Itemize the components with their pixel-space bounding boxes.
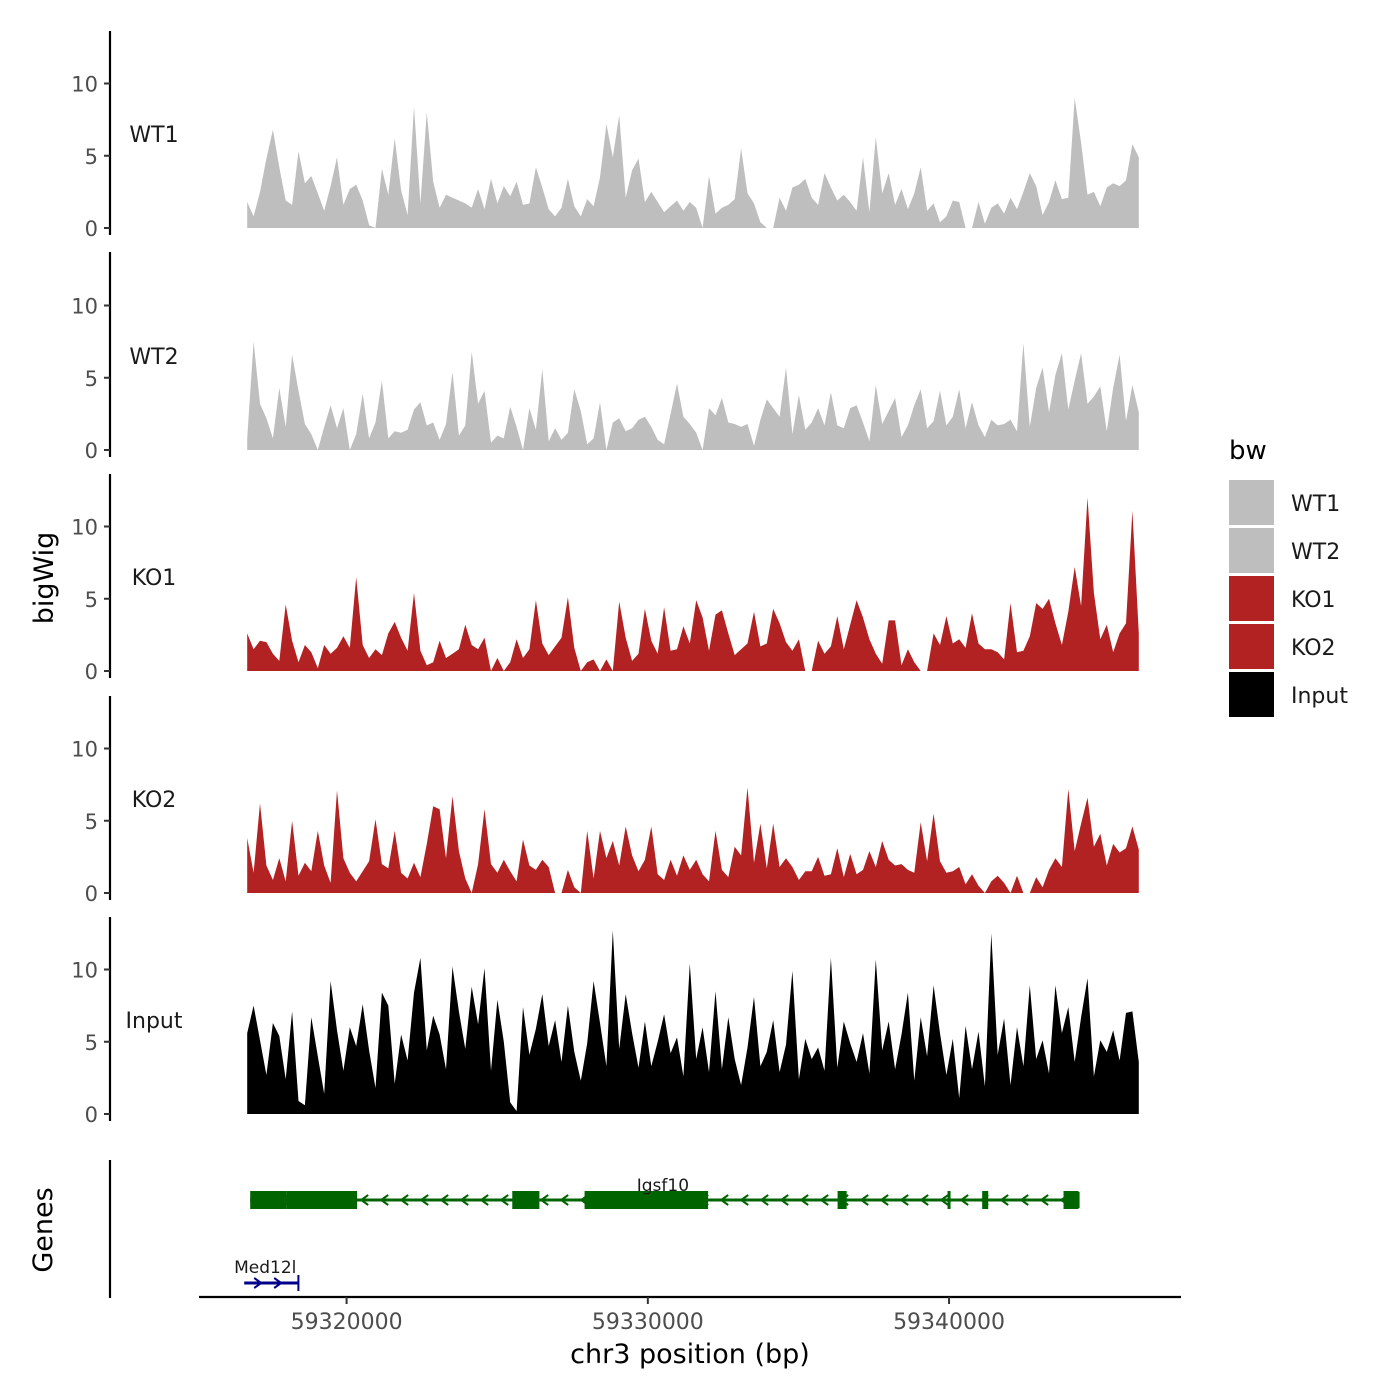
- panel-label-wt2: WT2: [129, 345, 178, 370]
- y-tick-label: 10: [71, 959, 98, 983]
- legend-swatch-ko1: [1229, 576, 1274, 621]
- y-tick-label: 0: [85, 439, 98, 463]
- signal-area-ko2: [247, 787, 1139, 893]
- strand-arrow: [559, 1194, 569, 1206]
- panel-label-ko2: KO2: [132, 788, 177, 813]
- strand-arrow: [499, 1194, 509, 1206]
- exon: [837, 1191, 847, 1209]
- y-tick-label: 0: [85, 660, 98, 684]
- y-tick-label: 10: [71, 73, 98, 97]
- exon: [947, 1191, 951, 1209]
- strand-arrow: [419, 1194, 429, 1206]
- strand-arrow: [359, 1194, 369, 1206]
- signal-area-input: [247, 930, 1139, 1114]
- strand-arrow: [759, 1194, 769, 1206]
- y-axis-title: bigWig: [29, 532, 60, 625]
- panel-wt1: 0 5 10 WT1: [71, 31, 1139, 241]
- gene-track: Igsf10 Med12l: [108, 1160, 1080, 1298]
- legend-title: bw: [1229, 436, 1267, 466]
- signal-panels: 0 5 10 WT1 0 5 10 WT2 0 5 10 KO1 0 5 10 KO2 0 5 10 Input: [71, 31, 1139, 1127]
- gene-label-igsf10: Igsf10: [637, 1176, 689, 1196]
- strand-arrow: [379, 1194, 389, 1206]
- panel-label-ko1: KO1: [132, 566, 177, 591]
- gene-label-med12l: Med12l: [234, 1258, 296, 1278]
- legend: bw WT1 WT2 KO1 KO2 Input: [1229, 436, 1348, 717]
- strand-arrow: [479, 1194, 489, 1206]
- y-tick-label: 5: [85, 588, 98, 612]
- y-tick-label: 10: [71, 516, 98, 540]
- x-axis: 59320000 59330000 59340000: [199, 1295, 1181, 1335]
- signal-area-wt1: [247, 98, 1139, 228]
- strand-arrow: [739, 1194, 749, 1206]
- strand-arrow: [719, 1194, 729, 1206]
- legend-label-wt2: WT2: [1291, 540, 1340, 565]
- panel-input: 0 5 10 Input: [71, 917, 1139, 1127]
- strand-arrow: [819, 1194, 829, 1206]
- exon: [584, 1191, 709, 1209]
- panel-wt2: 0 5 10 WT2: [71, 252, 1139, 463]
- strand-arrow: [253, 1277, 263, 1289]
- strand-arrow: [1019, 1194, 1029, 1206]
- y-tick-label: 10: [71, 295, 98, 319]
- genes-axis-title: Genes: [28, 1187, 59, 1272]
- exon: [286, 1191, 358, 1209]
- panel-ko1: 0 5 10 KO1: [71, 474, 1139, 684]
- strand-arrow: [859, 1194, 869, 1206]
- panel-ko2: 0 5 10 KO2: [71, 696, 1139, 906]
- x-tick-label: 59330000: [592, 1310, 704, 1335]
- strand-arrow: [1039, 1194, 1049, 1206]
- legend-label-ko1: KO1: [1291, 588, 1336, 613]
- strand-arrow: [439, 1194, 449, 1206]
- y-tick-label: 5: [85, 145, 98, 169]
- x-tick-label: 59320000: [291, 1310, 403, 1335]
- exon: [512, 1191, 540, 1209]
- x-axis-title: chr3 position (bp): [570, 1339, 810, 1370]
- strand-arrow: [399, 1194, 409, 1206]
- strand-arrow: [999, 1194, 1009, 1206]
- y-tick-label: 5: [85, 810, 98, 834]
- signal-area-wt2: [247, 341, 1139, 450]
- strand-arrow: [799, 1194, 809, 1206]
- legend-swatch-ko2: [1229, 624, 1274, 669]
- legend-label-ko2: KO2: [1291, 636, 1336, 661]
- gene-med12l: Med12l: [234, 1258, 300, 1291]
- legend-swatch-wt1: [1229, 480, 1274, 525]
- legend-swatch-input: [1229, 672, 1274, 717]
- exon: [1063, 1191, 1079, 1209]
- x-tick-label: 59340000: [893, 1310, 1005, 1335]
- y-tick-label: 10: [71, 738, 98, 762]
- y-tick-label: 0: [85, 882, 98, 906]
- strand-arrow: [879, 1194, 889, 1206]
- legend-label-wt1: WT1: [1291, 492, 1340, 517]
- y-tick-label: 5: [85, 1031, 98, 1055]
- strand-arrow: [919, 1194, 929, 1206]
- strand-arrow: [273, 1277, 283, 1289]
- strand-arrow: [939, 1194, 949, 1206]
- y-tick-label: 5: [85, 367, 98, 391]
- strand-arrow: [539, 1194, 549, 1206]
- signal-area-ko1: [247, 497, 1139, 671]
- panel-label-wt1: WT1: [129, 123, 178, 148]
- gene-igsf10: Igsf10: [250, 1176, 1080, 1209]
- legend-label-input: Input: [1291, 684, 1348, 709]
- exon: [250, 1191, 287, 1209]
- strand-arrow: [959, 1194, 969, 1206]
- y-tick-label: 0: [85, 1103, 98, 1127]
- panel-label-input: Input: [126, 1009, 183, 1034]
- strand-arrow: [899, 1194, 909, 1206]
- legend-swatch-wt2: [1229, 528, 1274, 573]
- exon: [982, 1191, 989, 1209]
- strand-arrow: [779, 1194, 789, 1206]
- y-tick-label: 0: [85, 217, 98, 241]
- strand-arrow: [459, 1194, 469, 1206]
